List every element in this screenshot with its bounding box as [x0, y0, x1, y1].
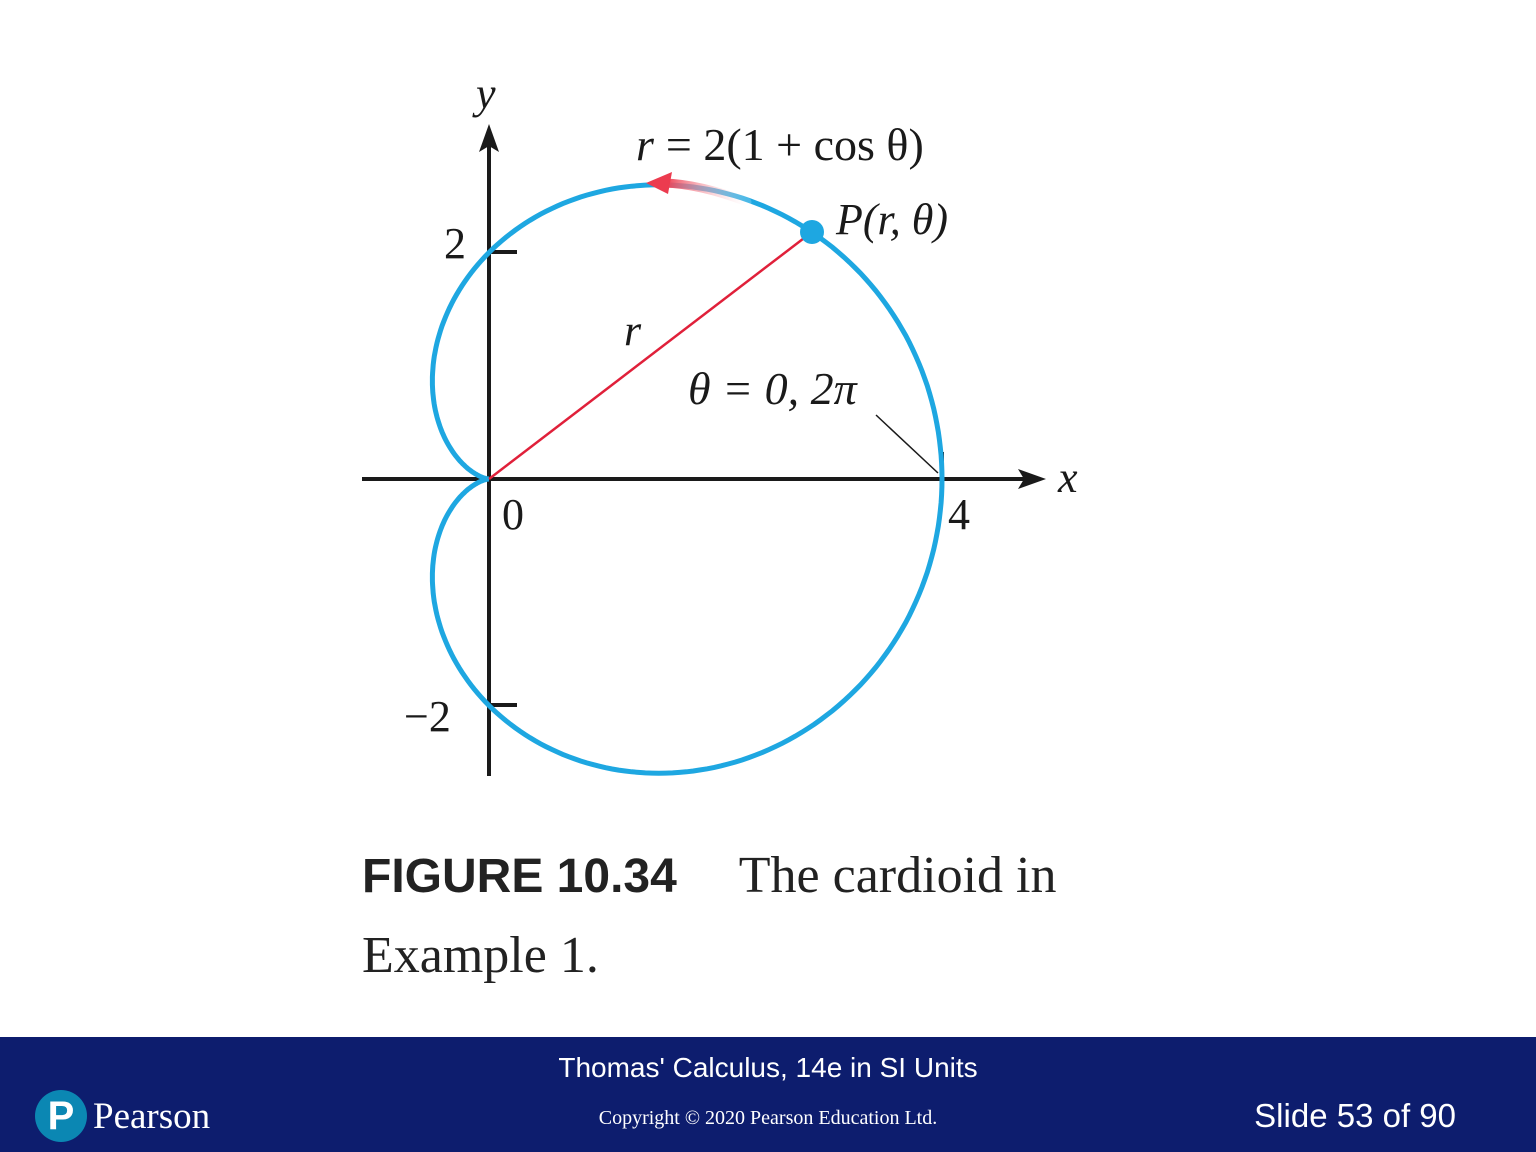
figure-caption-line2: Example 1.: [362, 927, 599, 984]
figure-caption-label: FIGURE 10.34: [362, 850, 677, 903]
x-axis-arrowhead: [1018, 469, 1046, 489]
figure-caption-text: The cardioid in: [738, 847, 1057, 904]
copyright-notice: Copyright © 2020 Pearson Education Ltd.: [598, 1107, 938, 1129]
equation-rhs: = 2(1 + cos θ): [666, 119, 924, 170]
slide-footer: P Pearson Thomas' Calculus, 14e in SI Un…: [0, 1037, 1536, 1152]
axis-x-label: x: [1057, 453, 1078, 502]
pearson-logo-text: Pearson: [93, 1096, 211, 1137]
tick-y-pos-label: 2: [444, 219, 466, 268]
book-title: Thomas' Calculus, 14e in SI Units: [558, 1052, 978, 1083]
y-axis-arrowhead: [479, 124, 499, 152]
axis-y-label: y: [472, 69, 496, 118]
tick-y-neg-label: −2: [404, 692, 451, 741]
radius-segment: [488, 231, 813, 480]
theta-leader-line: [875, 414, 939, 474]
equation-lhs: r: [636, 119, 655, 170]
cardioid-figure: y x 2 −2 0 4 r = 2(1 + cos θ) P(r, θ) r θ…: [362, 69, 1078, 776]
tick-x-origin-label: 0: [502, 490, 524, 539]
radius-label: r: [624, 306, 642, 355]
equation-label: r = 2(1 + cos θ): [636, 119, 924, 170]
angle-label: θ = 0, 2π: [688, 363, 859, 414]
direction-arrowhead: [646, 172, 672, 194]
tick-x-four-label: 4: [948, 490, 970, 539]
pearson-logo-icon: P: [35, 1090, 87, 1142]
slide-counter: Slide 53 of 90: [1254, 1097, 1456, 1134]
point-label: P(r, θ): [835, 195, 948, 244]
point-p-marker: [800, 220, 824, 244]
figure-caption-line1: FIGURE 10.34 The cardioid in: [362, 846, 1056, 905]
direction-arrow: [659, 178, 752, 207]
